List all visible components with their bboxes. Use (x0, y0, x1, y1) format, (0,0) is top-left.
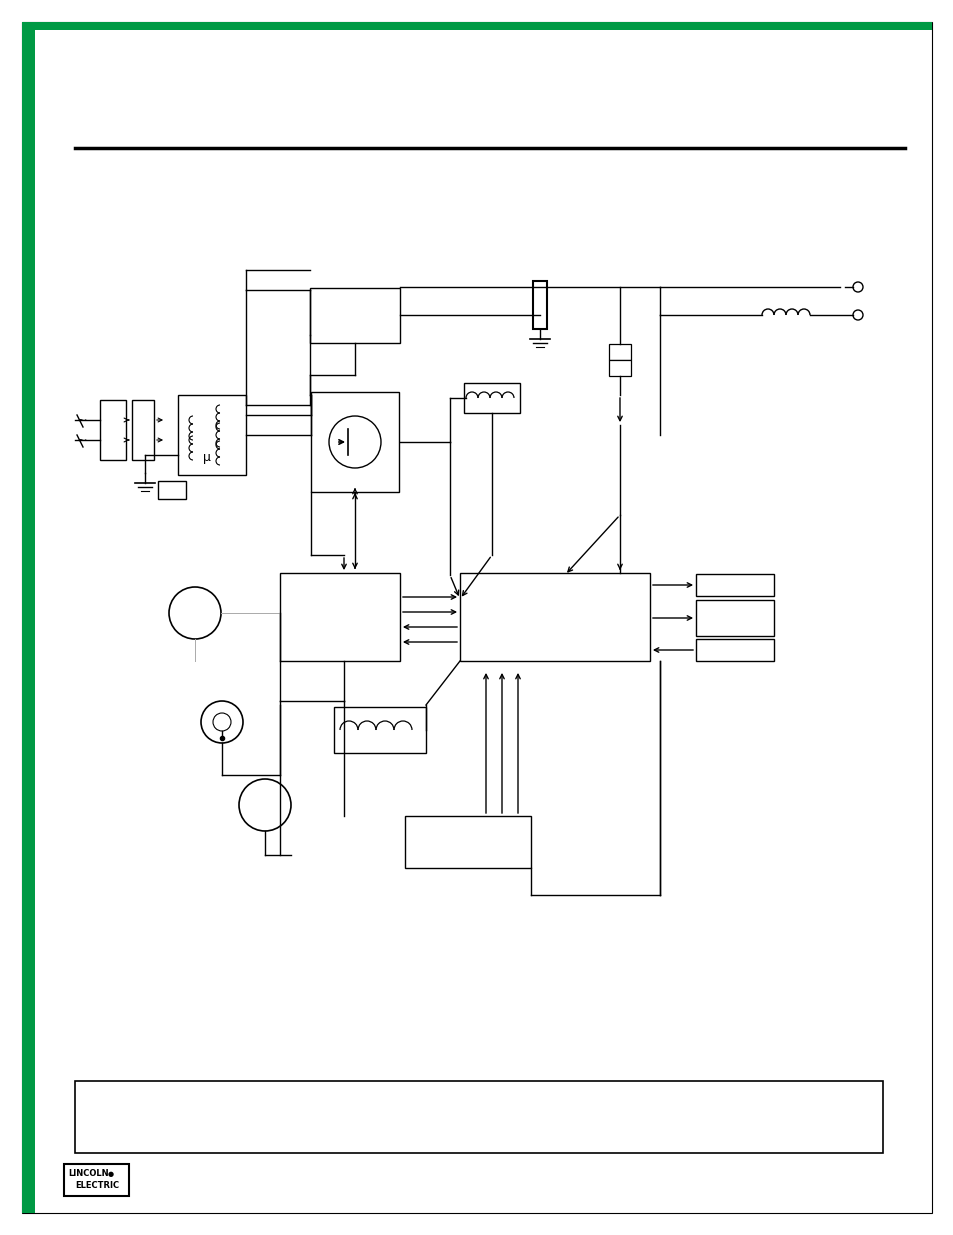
Bar (22, 22, 931, 30)
Text: µ: µ (203, 451, 211, 463)
Bar (608, 359, 630, 375)
Bar (696, 574, 773, 597)
Circle shape (213, 713, 231, 731)
Circle shape (852, 310, 862, 320)
Bar (158, 480, 186, 499)
Bar (405, 816, 531, 868)
Circle shape (201, 701, 243, 743)
Bar (334, 706, 426, 753)
Bar (608, 345, 630, 359)
Bar (459, 573, 649, 661)
Circle shape (239, 779, 291, 831)
Bar (533, 282, 546, 329)
Circle shape (169, 587, 221, 638)
Text: LINCOLN: LINCOLN (69, 1170, 110, 1178)
Bar (75, 1081, 882, 1153)
Text: ELECTRIC: ELECTRIC (75, 1181, 119, 1189)
Bar (696, 638, 773, 661)
Bar (310, 288, 399, 342)
Bar (463, 383, 519, 412)
Bar (100, 400, 126, 459)
Circle shape (852, 282, 862, 291)
Bar (696, 600, 773, 636)
Text: ~: ~ (77, 414, 88, 426)
Bar (178, 395, 246, 475)
Circle shape (329, 416, 380, 468)
Bar (65, 1165, 130, 1195)
Bar (280, 573, 399, 661)
Bar (311, 391, 398, 492)
Bar (22, 22, 35, 1213)
Text: ●: ● (108, 1171, 114, 1177)
Text: ~: ~ (77, 433, 88, 447)
Bar (132, 400, 153, 459)
